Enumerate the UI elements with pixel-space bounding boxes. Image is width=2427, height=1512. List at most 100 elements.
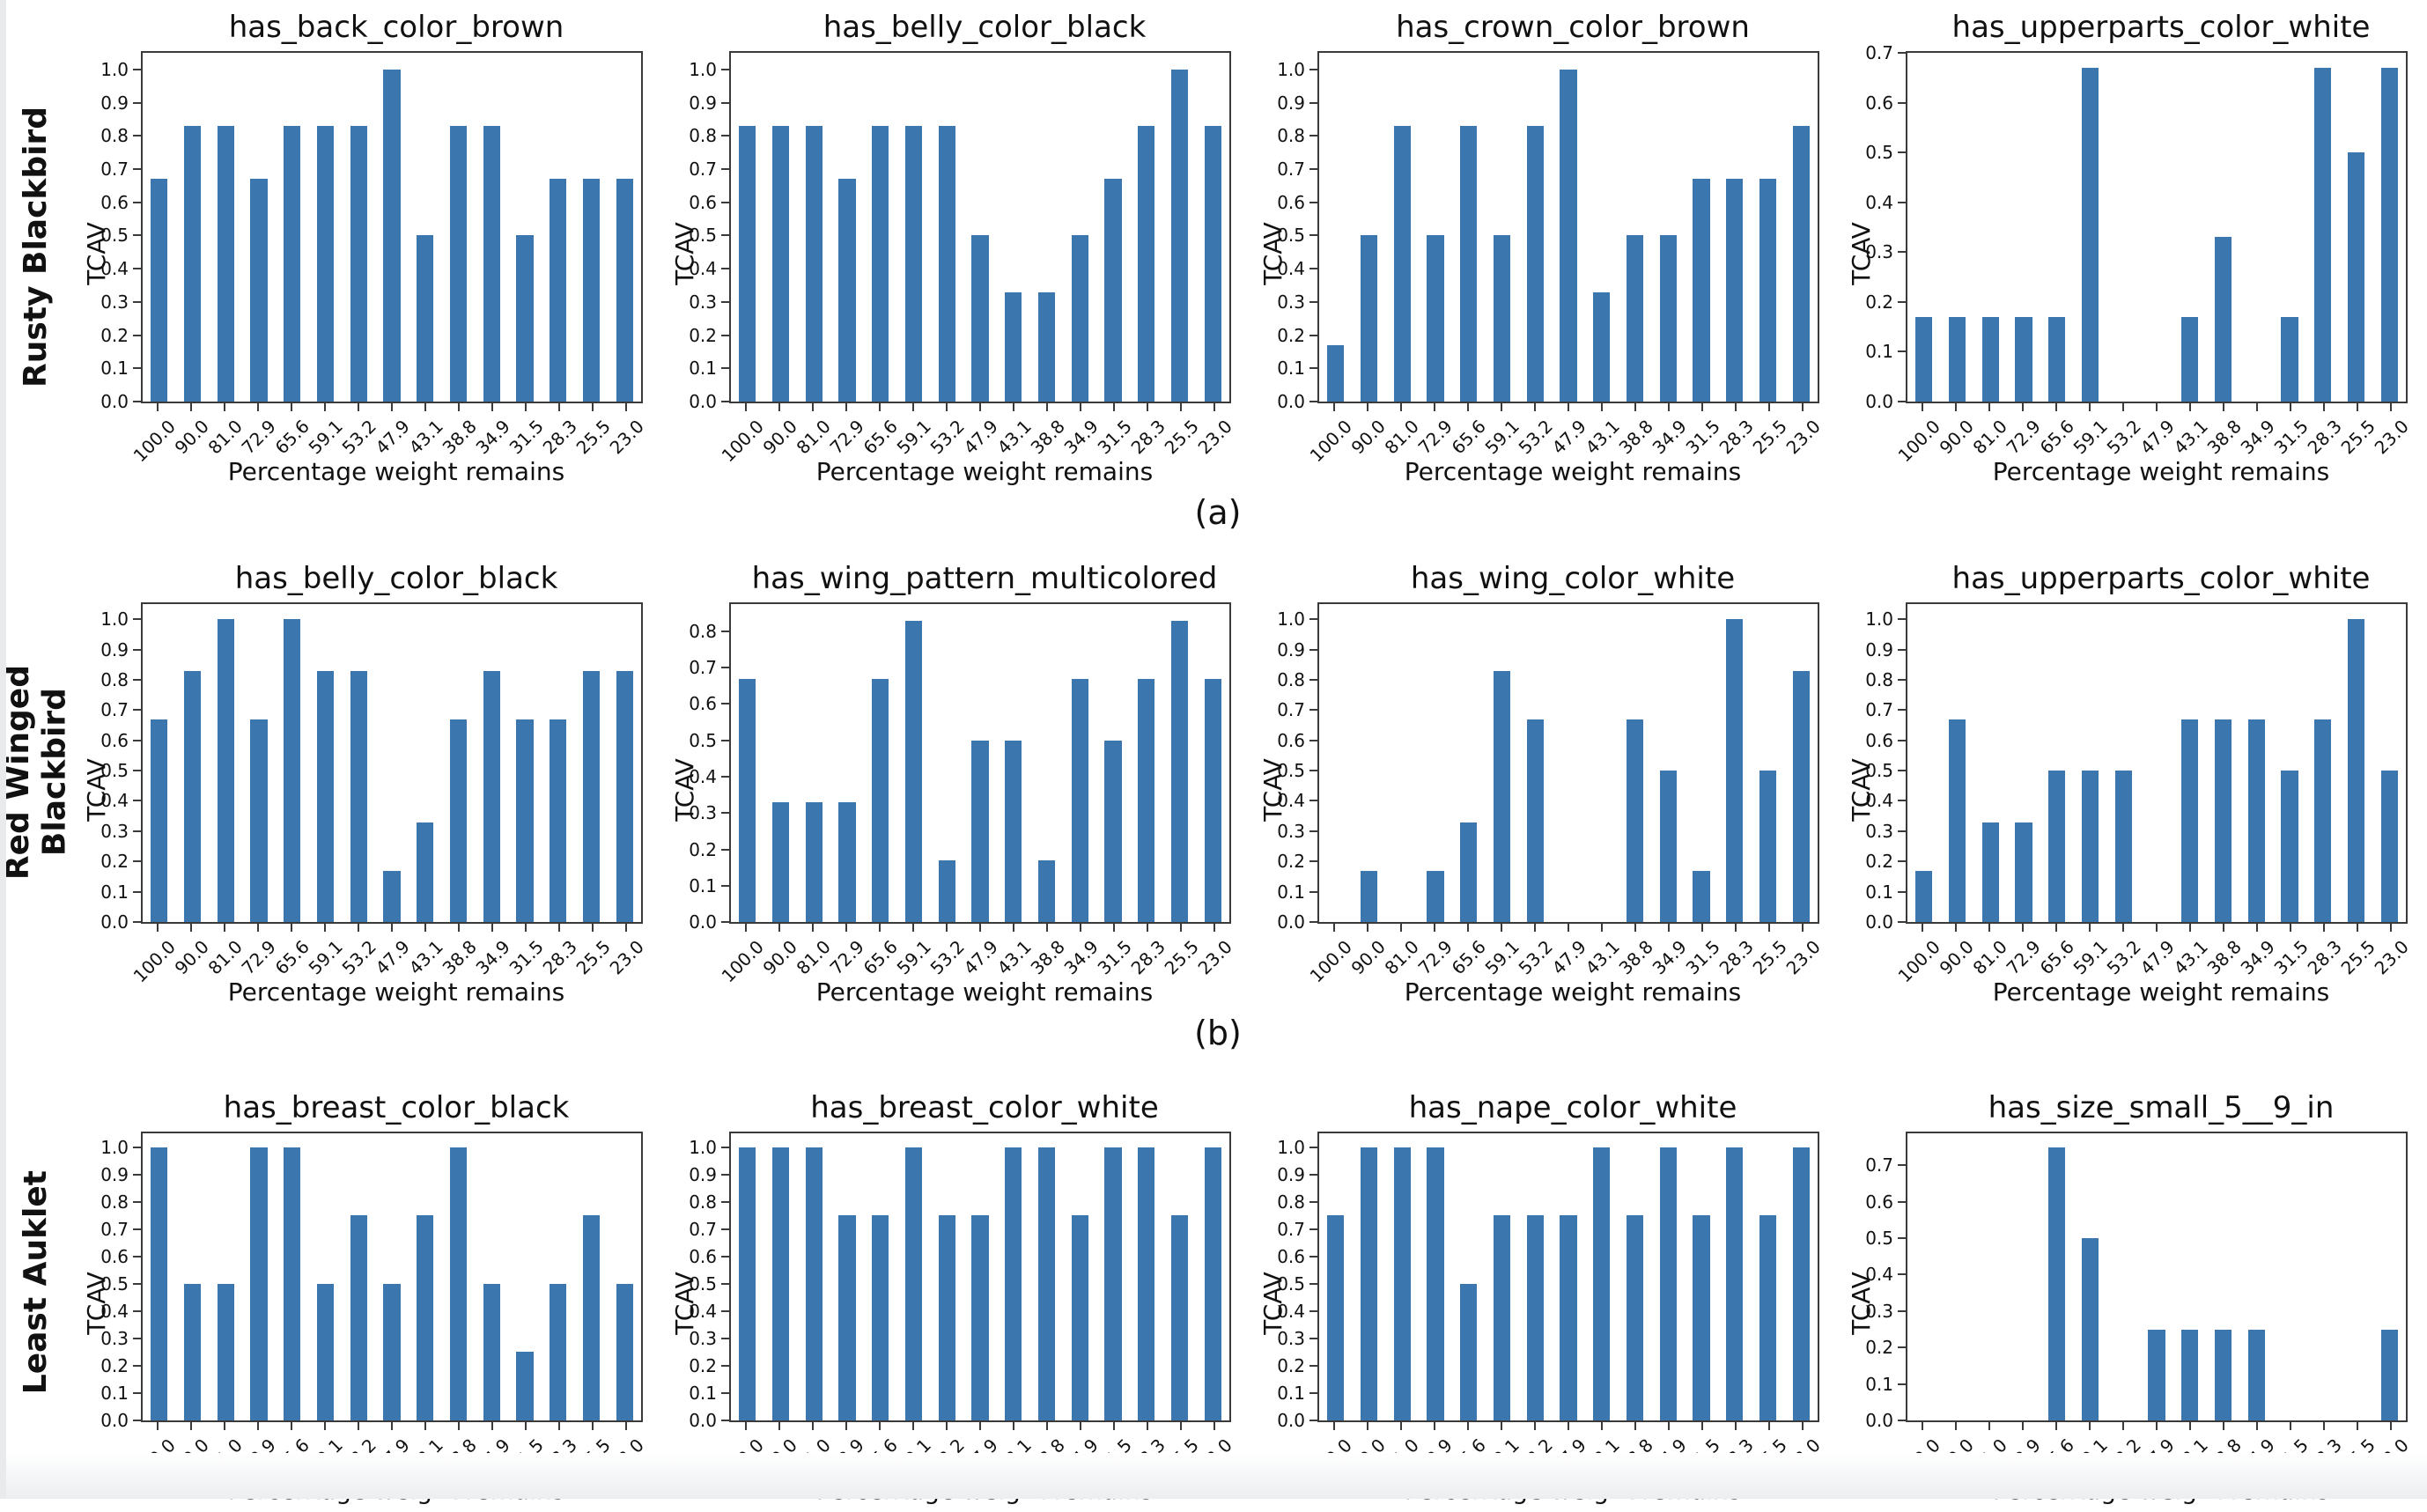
y-tick-label: 1.0 <box>689 58 717 80</box>
y-tick-label: 0.8 <box>1865 668 1893 690</box>
bar <box>805 1147 823 1420</box>
bar <box>449 1147 468 1420</box>
x-tick-mark <box>491 403 493 411</box>
y-tick-mark <box>1898 618 1906 621</box>
x-tick-label: 65.6 <box>859 1435 902 1478</box>
x-tick-mark <box>1922 403 1923 411</box>
bar <box>183 1283 202 1420</box>
bar <box>1759 771 1776 922</box>
chart-panel: has_upperparts_color_white TCAV 0.0 0.1 0.2 0… <box>1828 532 2416 1014</box>
x-tick-label: 23.0 <box>2370 416 2413 459</box>
x-tick-label: 38.8 <box>1026 416 1069 459</box>
chart-title: has_wing_pattern_multicolored <box>751 561 1218 596</box>
y-tick-label: 0.1 <box>1865 881 1893 903</box>
y-tick-label: 0.7 <box>1277 159 1305 181</box>
bar <box>2347 152 2364 402</box>
row-label-red-winged-blackbird: Red Winged Blackbird <box>0 665 72 881</box>
y-tick-label: 0.6 <box>689 693 717 715</box>
bar <box>1659 771 1677 922</box>
bar <box>1593 291 1611 402</box>
x-tick-mark <box>745 924 747 932</box>
y-tick-mark <box>133 201 141 203</box>
x-tick-mark <box>224 1422 225 1430</box>
x-tick-label: 23.0 <box>605 1435 648 1478</box>
y-tick-label: 0.8 <box>100 125 129 147</box>
bar <box>2181 1329 2199 1420</box>
x-tick-mark <box>358 1422 359 1430</box>
x-tick-label: 72.9 <box>1413 936 1457 979</box>
x-tick-label: 65.6 <box>270 1435 314 1478</box>
x-ticks: 100.0 90.0 81.0 72.9 65.6 59.1 53.2 47.9 43.1 38.… <box>129 1422 648 1485</box>
chart-body: TCAV 0.0 0.1 0.2 0.3 0.4 0.5 0.6 0.7 100.0 90.0 81.… <box>1847 42 2413 466</box>
chart-body: TCAV 0.0 0.1 0.2 0.3 0.4 0.5 0.6 0.7 100.0 90.0 81.… <box>1847 1132 2413 1485</box>
x-tick-mark <box>2290 1422 2291 1430</box>
x-tick-label: 53.2 <box>1514 416 1557 459</box>
x-tick-mark <box>190 1422 192 1430</box>
y-tick-mark <box>721 630 729 632</box>
x-tick-mark <box>2189 403 2191 411</box>
x-tick-mark <box>391 1422 393 1430</box>
x-tick-label: 38.8 <box>438 936 481 979</box>
x-tick-mark <box>1434 924 1435 932</box>
x-axis-label: Percentage weight remains <box>1404 977 1742 1007</box>
x-tick-mark <box>778 403 780 411</box>
x-tick-mark <box>257 924 259 932</box>
x-tick-mark <box>291 403 292 411</box>
bar <box>2314 719 2332 922</box>
y-tick-label: 0.2 <box>100 1354 129 1376</box>
y-tick-label: 0.6 <box>1865 1191 1893 1213</box>
y-tick-mark <box>1898 648 1906 651</box>
y-tick-mark <box>1309 1391 1317 1394</box>
x-tick-mark <box>424 1422 426 1430</box>
x-tick-label: 28.3 <box>1126 1435 1169 1478</box>
bar <box>1005 291 1022 402</box>
x-tick-label: 25.5 <box>2336 416 2379 459</box>
y-tick-label: 0.0 <box>689 911 717 933</box>
y-tick-label: 0.4 <box>689 258 717 280</box>
y-tick-mark <box>1309 1420 1317 1421</box>
bar <box>1981 822 1999 922</box>
x-tick-label: 28.3 <box>1715 936 1758 979</box>
x-tick-label: 53.2 <box>926 936 969 979</box>
x-tick-label: 31.5 <box>505 1435 548 1478</box>
x-tick-label: 90.0 <box>1346 936 1390 979</box>
x-tick-mark <box>1988 924 1990 932</box>
x-tick-label: 90.0 <box>758 1435 801 1478</box>
x-tick-mark <box>2156 924 2158 932</box>
bar <box>872 1215 889 1420</box>
x-tick-mark <box>1988 1422 1990 1430</box>
y-tick-mark <box>721 775 729 778</box>
bar <box>1393 1147 1411 1420</box>
bar <box>2314 67 2332 402</box>
y-tick-mark <box>133 860 141 863</box>
y-tick-label: 0.8 <box>100 1191 129 1213</box>
bar <box>1360 1147 1378 1420</box>
y-tick-label: 0.5 <box>100 1272 129 1294</box>
bar <box>1460 822 1478 922</box>
y-tick-mark <box>1898 1420 1906 1421</box>
bar <box>350 1215 367 1420</box>
chart-title: has_belly_color_black <box>823 10 1147 45</box>
chart-body: TCAV 0.0 0.1 0.2 0.3 0.4 0.5 0.6 0.7 0.8 0.9 1.0 100… <box>1258 602 1825 986</box>
bar <box>1204 1147 1221 1420</box>
x-tick-mark <box>1601 924 1603 932</box>
y-tick-mark <box>1898 251 1906 254</box>
x-tick-mark <box>1113 403 1115 411</box>
bar <box>1360 870 1378 922</box>
y-tick-mark <box>1309 168 1317 171</box>
chart-panel: has_crown_color_brown TCAV 0.0 0.1 0.2 0.3 0.4… <box>1240 0 1828 493</box>
y-tick-mark <box>133 1364 141 1367</box>
bar <box>217 1283 234 1420</box>
x-tick-label: 38.8 <box>1614 416 1657 459</box>
chart-panel: has_breast_color_black TCAV 0.0 0.1 0.2 0.3 0.… <box>63 1052 652 1512</box>
x-tick-label: 59.1 <box>1480 1435 1523 1478</box>
x-tick-label: 31.5 <box>505 936 548 979</box>
bar <box>1393 125 1411 402</box>
x-tick-label: 23.0 <box>605 416 648 459</box>
x-tick-mark <box>2156 1422 2158 1430</box>
chart-body: TCAV 0.0 0.1 0.2 0.3 0.4 0.5 0.6 0.7 0.8 0.9 1.0 100… <box>82 602 648 986</box>
y-tick-mark <box>1898 1309 1906 1312</box>
x-tick-label: 59.1 <box>892 936 935 979</box>
bar <box>616 670 633 922</box>
x-tick-mark <box>1922 1422 1923 1430</box>
